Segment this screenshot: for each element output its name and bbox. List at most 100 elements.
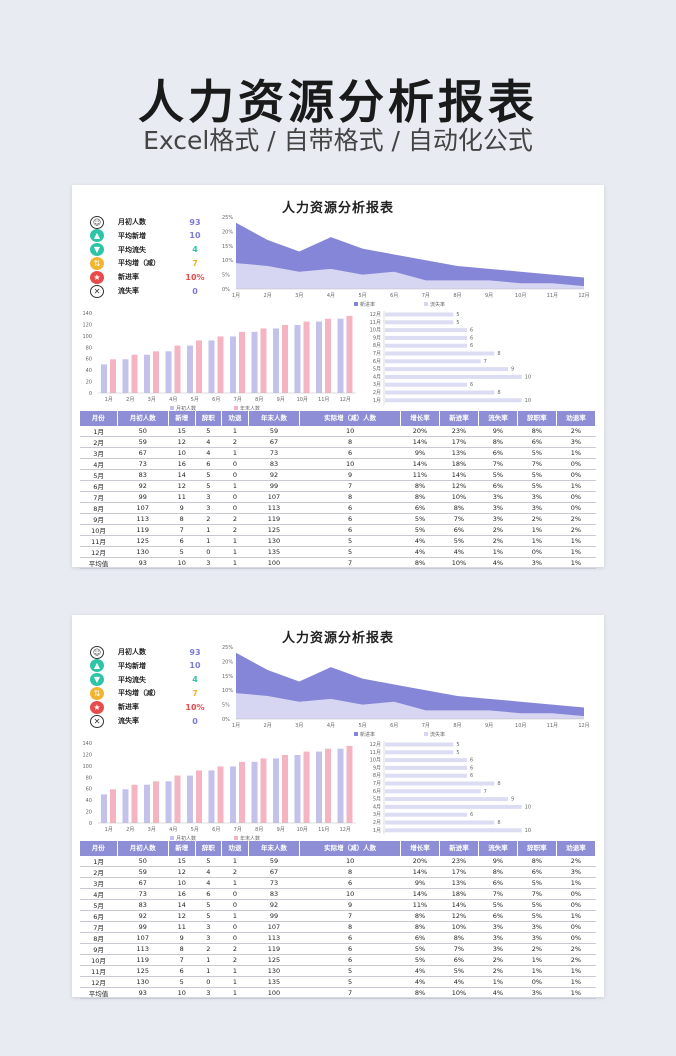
- hbar: [385, 750, 454, 755]
- legend-label: 年末人数: [240, 405, 260, 412]
- bar: [196, 340, 202, 393]
- arrow-up-icon: ▲: [90, 659, 104, 673]
- data-label: 8: [497, 820, 500, 826]
- y-tick-label: 15%: [222, 244, 233, 250]
- table-cell: 5%: [517, 899, 557, 911]
- table-cell: 23%: [439, 426, 479, 437]
- table-cell: 1: [195, 535, 222, 547]
- new-icon: ★: [90, 270, 104, 284]
- rate-area-chart: 25% 20% 15% 10% 5% 0%1月 2月 3月 4月 5月 6月 7月 8月 9月 10月 11月…: [222, 215, 590, 308]
- table-cell: 0%: [556, 458, 596, 470]
- table-cell: 2: [221, 954, 249, 966]
- table-cell: 73: [117, 888, 169, 900]
- table-row: 10月 119 7 1 2 125 6 5% 6% 2% 1% 2%: [80, 954, 596, 966]
- close-icon: ✕: [90, 284, 104, 298]
- table-cell: 5: [195, 899, 222, 911]
- bar: [110, 359, 116, 393]
- y-tick-label: 15%: [222, 674, 233, 680]
- table-cell: 0: [195, 546, 222, 558]
- table-cell: 3%: [517, 987, 557, 999]
- table-cell: 3%: [478, 491, 518, 503]
- column-header: 月份: [80, 411, 118, 426]
- table-cell: 93: [117, 557, 169, 569]
- table-row: 1月 50 15 5 1 59 10 20% 23% 9% 8% 2%: [80, 426, 596, 437]
- x-tick-label: 4月: [327, 293, 335, 299]
- table-cell: 3%: [517, 932, 557, 944]
- legend-swatch: [170, 406, 174, 410]
- x-tick-label: 10月: [515, 293, 526, 299]
- table-cell: 8: [299, 491, 401, 503]
- table-cell: 59: [117, 866, 169, 878]
- table-cell: 10: [168, 447, 196, 459]
- bar: [282, 325, 288, 393]
- table-cell: 92: [117, 910, 169, 922]
- y-tick-label: 3月: [373, 812, 381, 818]
- table-cell: 6: [299, 877, 401, 889]
- y-tick-label: 100: [82, 764, 92, 770]
- x-tick-label: 2月: [126, 827, 134, 833]
- table-cell: 5%: [478, 899, 518, 911]
- arrow-up-icon: ▲: [90, 229, 104, 243]
- hbar: [385, 828, 522, 833]
- table-cell: 13%: [439, 877, 479, 889]
- table-cell: 1月: [80, 426, 118, 437]
- kpi-value: 93: [189, 217, 201, 227]
- y-tick-label: 4月: [373, 804, 381, 810]
- kpi-value: 10%: [185, 272, 205, 282]
- kpi-value: 0: [192, 716, 198, 726]
- table-cell: 6%: [439, 954, 479, 966]
- y-tick-label: 80: [86, 775, 92, 781]
- table-cell: 7月: [80, 491, 118, 503]
- table-cell: 7: [168, 954, 196, 966]
- table-cell: 1%: [517, 524, 557, 536]
- y-tick-label: 20%: [222, 659, 233, 665]
- column-header: 劝退率: [556, 411, 597, 426]
- y-tick-label: 9月: [373, 765, 381, 771]
- table-cell: 10: [168, 557, 196, 569]
- kpi-label: 新进率: [118, 703, 139, 712]
- x-tick-label: 9月: [277, 827, 285, 833]
- table-cell: 1: [221, 910, 249, 922]
- x-tick-label: 11月: [547, 293, 558, 299]
- table-cell: 107: [117, 502, 169, 514]
- table-cell: 9: [299, 899, 401, 911]
- table-cell: 0: [221, 932, 249, 944]
- table-cell: 12%: [439, 480, 479, 492]
- table-cell: 9月: [80, 943, 118, 955]
- table-cell: 5: [299, 965, 401, 977]
- table-cell: 3月: [80, 877, 118, 889]
- x-tick-label: 6月: [390, 293, 398, 299]
- column-header: 劝退率: [556, 841, 597, 856]
- arrow-down-icon: ▼: [90, 243, 104, 257]
- legend-label: 月初人数: [176, 835, 196, 842]
- table-cell: 4: [195, 866, 222, 878]
- table-row: 5月 83 14 5 0 92 9 11% 14% 5% 5% 0%: [80, 899, 596, 911]
- data-label: 9: [511, 367, 514, 373]
- column-header: 增长率: [400, 411, 440, 426]
- hbar: [385, 789, 481, 794]
- bar: [208, 340, 215, 393]
- table-cell: 2月: [80, 436, 118, 448]
- table-cell: 12: [168, 866, 196, 878]
- y-tick-label: 40: [86, 368, 92, 374]
- table-cell: 5月: [80, 899, 118, 911]
- y-tick-label: 60: [86, 787, 92, 793]
- kpi-label: 流失率: [118, 287, 139, 295]
- table-cell: 130: [117, 546, 169, 558]
- y-tick-label: 2月: [373, 390, 381, 396]
- table-cell: 113: [117, 943, 169, 955]
- hbar: [385, 359, 481, 364]
- column-header: 流失率: [478, 841, 518, 856]
- table-cell: 1: [195, 524, 222, 536]
- table-row: 平均值 93 10 3 1 100 7 8% 10% 4% 3% 1%: [80, 987, 596, 999]
- table-cell: 2: [195, 943, 222, 955]
- kpi-row: ▼ 平均流失 4: [80, 243, 214, 257]
- table-cell: 0%: [556, 491, 596, 503]
- table-cell: 11%: [400, 899, 440, 911]
- table-cell: 100: [248, 557, 300, 569]
- hbar: [385, 351, 495, 356]
- close-icon: ✕: [90, 714, 104, 728]
- bar: [153, 351, 159, 393]
- hbar: [385, 742, 454, 747]
- table-cell: 3%: [478, 943, 518, 955]
